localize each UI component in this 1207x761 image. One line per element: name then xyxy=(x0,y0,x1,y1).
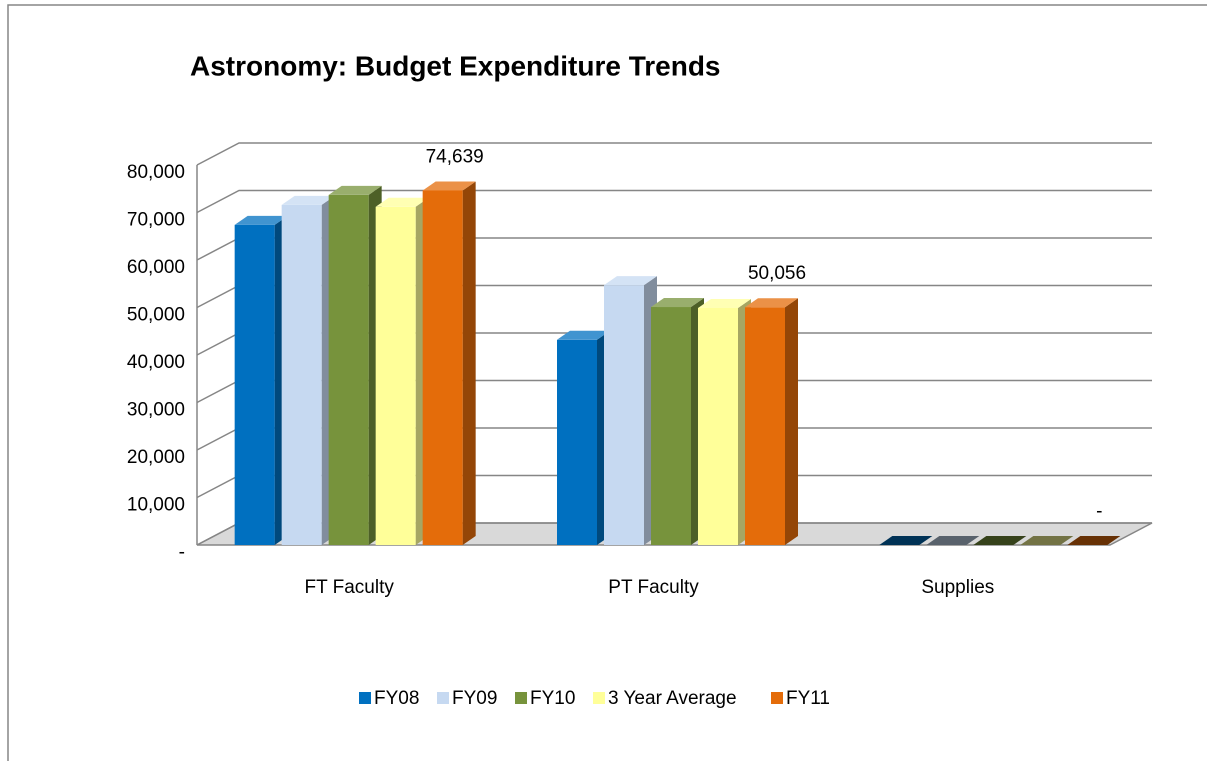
bar-top xyxy=(422,181,476,191)
data-label: - xyxy=(1096,501,1102,522)
bar xyxy=(328,185,382,546)
bar-front xyxy=(375,206,416,546)
bar xyxy=(651,298,704,545)
bar-front xyxy=(234,224,275,545)
bar-top xyxy=(745,298,798,308)
bar-top xyxy=(1020,536,1074,545)
grid-line xyxy=(196,189,1152,214)
y-tick-label: 70,000 xyxy=(127,210,185,231)
bar xyxy=(926,536,980,545)
bar-top xyxy=(926,536,980,545)
y-tick-label: 10,000 xyxy=(127,495,185,516)
y-tick-label: 50,000 xyxy=(127,305,185,326)
bar xyxy=(422,181,476,545)
legend-swatch xyxy=(515,692,527,704)
x-tick-label: PT Faculty xyxy=(608,577,699,598)
y-tick-label: 30,000 xyxy=(127,400,185,421)
legend-label: 3 Year Average xyxy=(608,688,737,709)
bar-front xyxy=(422,190,463,545)
bar xyxy=(234,215,288,545)
grid-line xyxy=(196,142,1152,166)
bar-front xyxy=(557,339,597,545)
bar-side xyxy=(462,181,476,545)
x-tick-label: FT Faculty xyxy=(304,577,394,598)
bar xyxy=(745,298,798,545)
y-tick-label: 60,000 xyxy=(127,257,185,278)
y-tick-label: 40,000 xyxy=(127,352,185,373)
bar-front xyxy=(698,307,738,545)
bar-top xyxy=(604,276,657,286)
legend-label: FY10 xyxy=(530,688,575,709)
bar xyxy=(1020,536,1074,545)
bar xyxy=(375,197,429,546)
legend-label: FY09 xyxy=(452,688,497,709)
bar-top xyxy=(234,215,288,225)
y-tick-label: - xyxy=(179,542,185,563)
bar xyxy=(1067,536,1121,545)
bar-front xyxy=(328,194,369,546)
bar-front xyxy=(604,285,644,545)
bar xyxy=(557,330,610,545)
bar xyxy=(604,276,657,545)
bar xyxy=(879,536,933,545)
data-label: 74,639 xyxy=(426,146,484,167)
bar-top xyxy=(973,536,1027,545)
bar-top xyxy=(651,298,704,308)
chart-frame xyxy=(7,4,1207,761)
bar-top xyxy=(375,197,429,207)
bar-top xyxy=(281,195,335,205)
y-tick-label: 80,000 xyxy=(127,162,185,183)
legend-swatch xyxy=(437,692,449,704)
x-tick-label: Supplies xyxy=(921,577,994,598)
bar xyxy=(973,536,1027,545)
bar-front xyxy=(281,204,322,545)
legend-swatch xyxy=(359,692,371,704)
y-tick-label: 20,000 xyxy=(127,447,185,468)
bar-top xyxy=(879,536,933,545)
bar-front xyxy=(745,307,785,545)
data-label: 50,056 xyxy=(748,263,806,284)
bar-top xyxy=(698,298,751,308)
bar-top xyxy=(1067,536,1121,545)
bar-top xyxy=(557,330,610,340)
bar xyxy=(698,298,751,545)
bar-front xyxy=(651,307,691,545)
bar-top xyxy=(328,185,382,195)
bar xyxy=(281,195,335,545)
legend-label: FY08 xyxy=(374,688,419,709)
chart-title: Astronomy: Budget Expenditure Trends xyxy=(190,50,721,81)
legend-swatch xyxy=(593,692,605,704)
bar-side xyxy=(785,298,798,545)
legend-swatch xyxy=(771,692,783,704)
legend-label: FY11 xyxy=(786,688,830,709)
